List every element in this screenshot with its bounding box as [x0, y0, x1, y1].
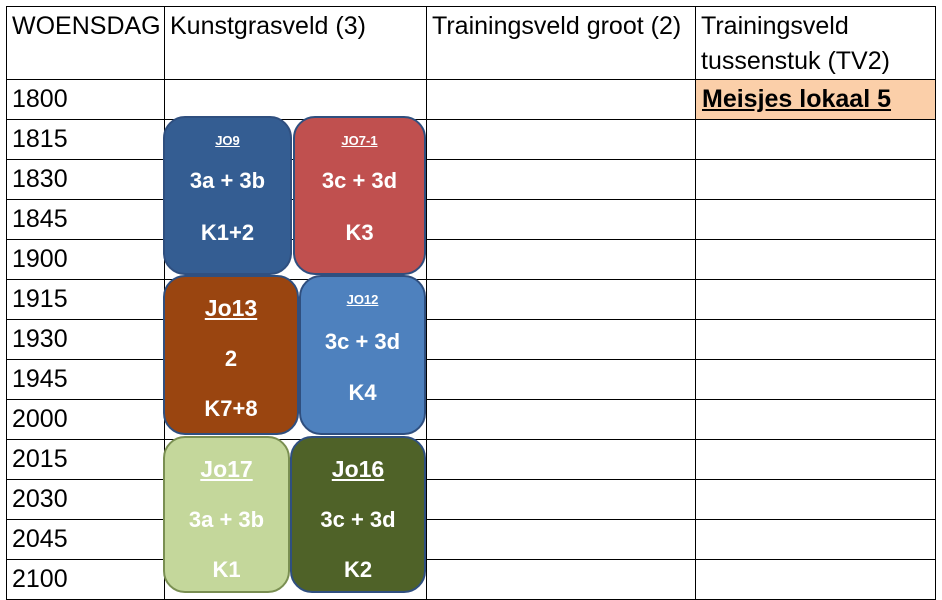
tv2-cell: [695, 359, 936, 400]
time-row: 2030: [6, 479, 936, 520]
header-row: WOENSDAG Kunstgrasveld (3) Trainingsveld…: [6, 6, 936, 80]
time-cell: 1830: [6, 159, 165, 200]
groot-cell: [426, 199, 696, 240]
time-row: 1900: [6, 239, 936, 280]
time-cell: 2015: [6, 439, 165, 480]
block-fields: 3c + 3d: [320, 507, 396, 532]
block-fields: 3a + 3b: [188, 507, 265, 532]
block-team: Jo13: [204, 295, 258, 321]
block-dressing-room: K4: [348, 380, 377, 405]
kunstgras-cell: [164, 79, 427, 120]
block-team: JO12: [346, 292, 379, 307]
groot-cell: [426, 119, 696, 160]
header-day: WOENSDAG: [6, 6, 165, 80]
block-fields: 3a + 3b: [189, 168, 266, 193]
tv2-meisjes-cell: Meisjes lokaal 5: [695, 79, 936, 120]
time-cell: 2100: [6, 559, 165, 600]
time-row: 1945: [6, 359, 936, 400]
block-team: Jo17: [200, 456, 253, 482]
groot-cell: [426, 279, 696, 320]
block-fields: 2: [224, 346, 238, 371]
block-dressing-room: K7+8: [204, 396, 258, 421]
header-kunstgrasveld: Kunstgrasveld (3): [164, 6, 427, 80]
tv2-cell: [695, 519, 936, 560]
time-cell: 1845: [6, 199, 165, 240]
header-trainingsveld-groot: Trainingsveld groot (2): [426, 6, 696, 80]
block-jo9[interactable]: JO9 3a + 3b K1+2: [163, 116, 292, 275]
block-jo17[interactable]: Jo17 3a + 3b K1: [163, 436, 290, 593]
block-jo12[interactable]: JO12 3c + 3d K4: [299, 275, 426, 435]
time-cell: 2030: [6, 479, 165, 520]
time-cell: 2045: [6, 519, 165, 560]
groot-cell: [426, 79, 696, 120]
tv2-cell: [695, 559, 936, 600]
schedule-table: WOENSDAG Kunstgrasveld (3) Trainingsveld…: [6, 6, 936, 600]
tv2-cell: [695, 239, 936, 280]
tv2-cell: [695, 319, 936, 360]
time-cell: 1815: [6, 119, 165, 160]
groot-cell: [426, 399, 696, 440]
block-team: JO7-1: [341, 133, 378, 148]
time-row: 2015: [6, 439, 936, 480]
block-dressing-room: K1+2: [200, 220, 255, 245]
time-cell: 1930: [6, 319, 165, 360]
block-jo16[interactable]: Jo16 3c + 3d K2: [290, 436, 426, 593]
time-row: 1930: [6, 319, 936, 360]
groot-cell: [426, 519, 696, 560]
tv2-cell: [695, 399, 936, 440]
time-row: 1830: [6, 159, 936, 200]
tv2-cell: [695, 439, 936, 480]
block-jo7-1[interactable]: JO7-1 3c + 3d K3: [293, 116, 426, 275]
block-team: Jo16: [331, 456, 385, 482]
time-row: 1845: [6, 199, 936, 240]
tv2-cell: [695, 279, 936, 320]
groot-cell: [426, 479, 696, 520]
time-row: 2100: [6, 559, 936, 600]
time-cell: 1900: [6, 239, 165, 280]
time-row: 1800 Meisjes lokaal 5: [6, 79, 936, 120]
block-dressing-room: K1: [212, 557, 241, 582]
tv2-cell: [695, 159, 936, 200]
groot-cell: [426, 159, 696, 200]
tv2-cell: [695, 119, 936, 160]
time-cell: 1915: [6, 279, 165, 320]
block-dressing-room: K2: [343, 557, 373, 582]
groot-cell: [426, 439, 696, 480]
groot-cell: [426, 559, 696, 600]
groot-cell: [426, 239, 696, 280]
time-row: 1915: [6, 279, 936, 320]
tv2-cell: [695, 199, 936, 240]
tv2-cell: [695, 479, 936, 520]
block-dressing-room: K3: [345, 220, 374, 245]
groot-cell: [426, 319, 696, 360]
time-row: 2045: [6, 519, 936, 560]
block-fields: 3c + 3d: [324, 329, 401, 354]
time-cell: 1945: [6, 359, 165, 400]
groot-cell: [426, 359, 696, 400]
header-trainingsveld-tussenstuk: Trainingsveld tussenstuk (TV2): [695, 6, 936, 80]
block-fields: 3c + 3d: [321, 168, 398, 193]
time-row: 2000: [6, 399, 936, 440]
time-cell: 1800: [6, 79, 165, 120]
time-row: 1815: [6, 119, 936, 160]
time-cell: 2000: [6, 399, 165, 440]
block-team: JO9: [215, 133, 240, 148]
block-jo13[interactable]: Jo13 2 K7+8: [163, 275, 299, 435]
